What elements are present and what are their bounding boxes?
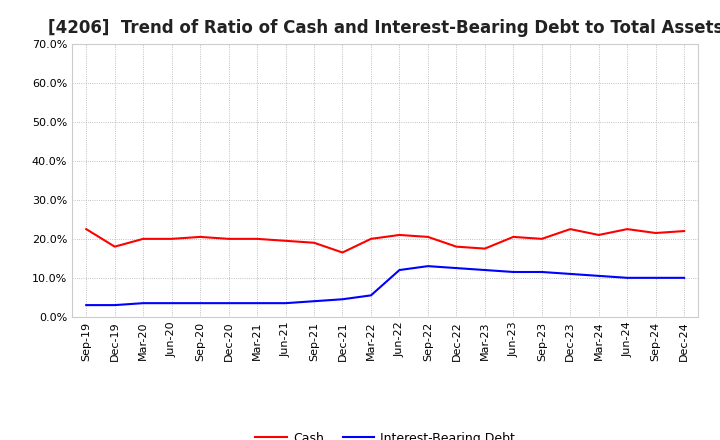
Interest-Bearing Debt	[452, 265, 461, 271]
Cash	[452, 244, 461, 249]
Cash	[366, 236, 375, 242]
Line: Interest-Bearing Debt: Interest-Bearing Debt	[86, 266, 684, 305]
Cash	[652, 231, 660, 236]
Cash	[423, 234, 432, 239]
Cash	[395, 232, 404, 238]
Cash	[480, 246, 489, 251]
Interest-Bearing Debt	[225, 301, 233, 306]
Interest-Bearing Debt	[167, 301, 176, 306]
Interest-Bearing Debt	[139, 301, 148, 306]
Cash	[310, 240, 318, 246]
Cash	[225, 236, 233, 242]
Cash	[82, 227, 91, 232]
Cash	[509, 234, 518, 239]
Line: Cash: Cash	[86, 229, 684, 253]
Interest-Bearing Debt	[423, 264, 432, 269]
Interest-Bearing Debt	[509, 269, 518, 275]
Interest-Bearing Debt	[652, 275, 660, 280]
Legend: Cash, Interest-Bearing Debt: Cash, Interest-Bearing Debt	[251, 427, 520, 440]
Cash	[282, 238, 290, 243]
Cash	[537, 236, 546, 242]
Interest-Bearing Debt	[623, 275, 631, 280]
Interest-Bearing Debt	[310, 299, 318, 304]
Interest-Bearing Debt	[480, 268, 489, 273]
Cash	[566, 227, 575, 232]
Cash	[680, 228, 688, 234]
Interest-Bearing Debt	[282, 301, 290, 306]
Cash	[623, 227, 631, 232]
Interest-Bearing Debt	[366, 293, 375, 298]
Interest-Bearing Debt	[680, 275, 688, 280]
Cash	[139, 236, 148, 242]
Interest-Bearing Debt	[110, 302, 119, 308]
Interest-Bearing Debt	[82, 302, 91, 308]
Cash	[595, 232, 603, 238]
Cash	[338, 250, 347, 255]
Interest-Bearing Debt	[395, 268, 404, 273]
Cash	[110, 244, 119, 249]
Cash	[253, 236, 261, 242]
Interest-Bearing Debt	[338, 297, 347, 302]
Title: [4206]  Trend of Ratio of Cash and Interest-Bearing Debt to Total Assets: [4206] Trend of Ratio of Cash and Intere…	[48, 19, 720, 37]
Cash	[167, 236, 176, 242]
Interest-Bearing Debt	[566, 271, 575, 277]
Interest-Bearing Debt	[537, 269, 546, 275]
Interest-Bearing Debt	[595, 273, 603, 279]
Interest-Bearing Debt	[253, 301, 261, 306]
Cash	[196, 234, 204, 239]
Interest-Bearing Debt	[196, 301, 204, 306]
